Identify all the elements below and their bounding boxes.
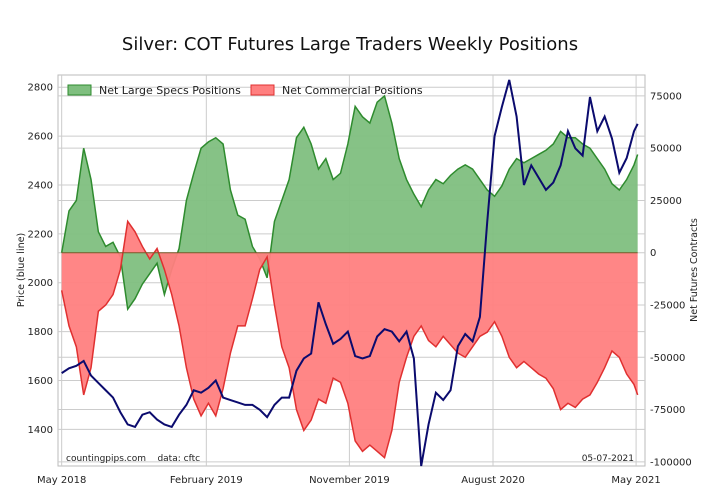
right-tick-label-6: -75000	[650, 405, 685, 416]
left-tick-label-0: 1400	[28, 425, 53, 436]
right-tick-label-7: -100000	[650, 457, 692, 468]
left-tick-label-7: 2800	[28, 83, 53, 94]
right-axis-label: Net Futures Contracts	[689, 218, 700, 322]
legend-label-specs: Net Large Specs Positions	[99, 84, 241, 97]
right-tick-label-5: -50000	[650, 353, 685, 364]
legend: Net Large Specs Positions Net Commercial…	[67, 84, 423, 97]
right-tick-label-2: 25000	[650, 196, 682, 207]
legend-swatch-commercial	[250, 84, 275, 96]
price-line-group	[61, 79, 639, 467]
net-commercial-line	[60, 219, 639, 459]
net-large-specs-area	[61, 95, 638, 310]
left-tick-label-1: 1600	[28, 376, 53, 387]
left-axis-label: Price (blue line)	[16, 233, 27, 307]
right-tick-label-0: 75000	[650, 91, 682, 102]
chart-title: Silver: COT Futures Large Traders Weekly…	[122, 34, 578, 55]
source-annotation: countingpips.com data: cftc	[66, 454, 200, 464]
right-tick-label-3: 0	[650, 248, 656, 259]
left-axis-ticks: 1400 1600 1800 2000 2200 2400 2600 2800	[28, 83, 53, 436]
left-tick-label-2: 1800	[28, 327, 53, 338]
x-tick-label-1: February 2019	[170, 475, 243, 486]
right-tick-label-1: 50000	[650, 144, 682, 155]
x-tick-label-0: May 2018	[37, 475, 86, 486]
net-large-specs-line	[60, 94, 639, 312]
date-annotation: 05-07-2021	[582, 454, 634, 464]
left-tick-label-4: 2200	[28, 229, 53, 240]
right-tick-label-4: -25000	[650, 301, 685, 312]
left-tick-label-6: 2600	[28, 132, 53, 143]
x-axis-ticks: May 2018 February 2019 November 2019 August…	[37, 475, 661, 486]
legend-swatch-specs	[67, 84, 92, 96]
price-line	[61, 79, 639, 467]
x-tick-label-4: May 2021	[611, 475, 660, 486]
x-tick-label-3: August 2020	[461, 475, 525, 486]
left-tick-label-5: 2400	[28, 180, 53, 191]
right-axis-ticks: 75000 50000 25000 0 -25000 -50000 -75000 -10000…	[650, 91, 692, 468]
x-tick-label-2: November 2019	[309, 475, 390, 486]
legend-label-commercial: Net Commercial Positions	[282, 84, 423, 97]
left-tick-label-3: 2000	[28, 278, 53, 289]
